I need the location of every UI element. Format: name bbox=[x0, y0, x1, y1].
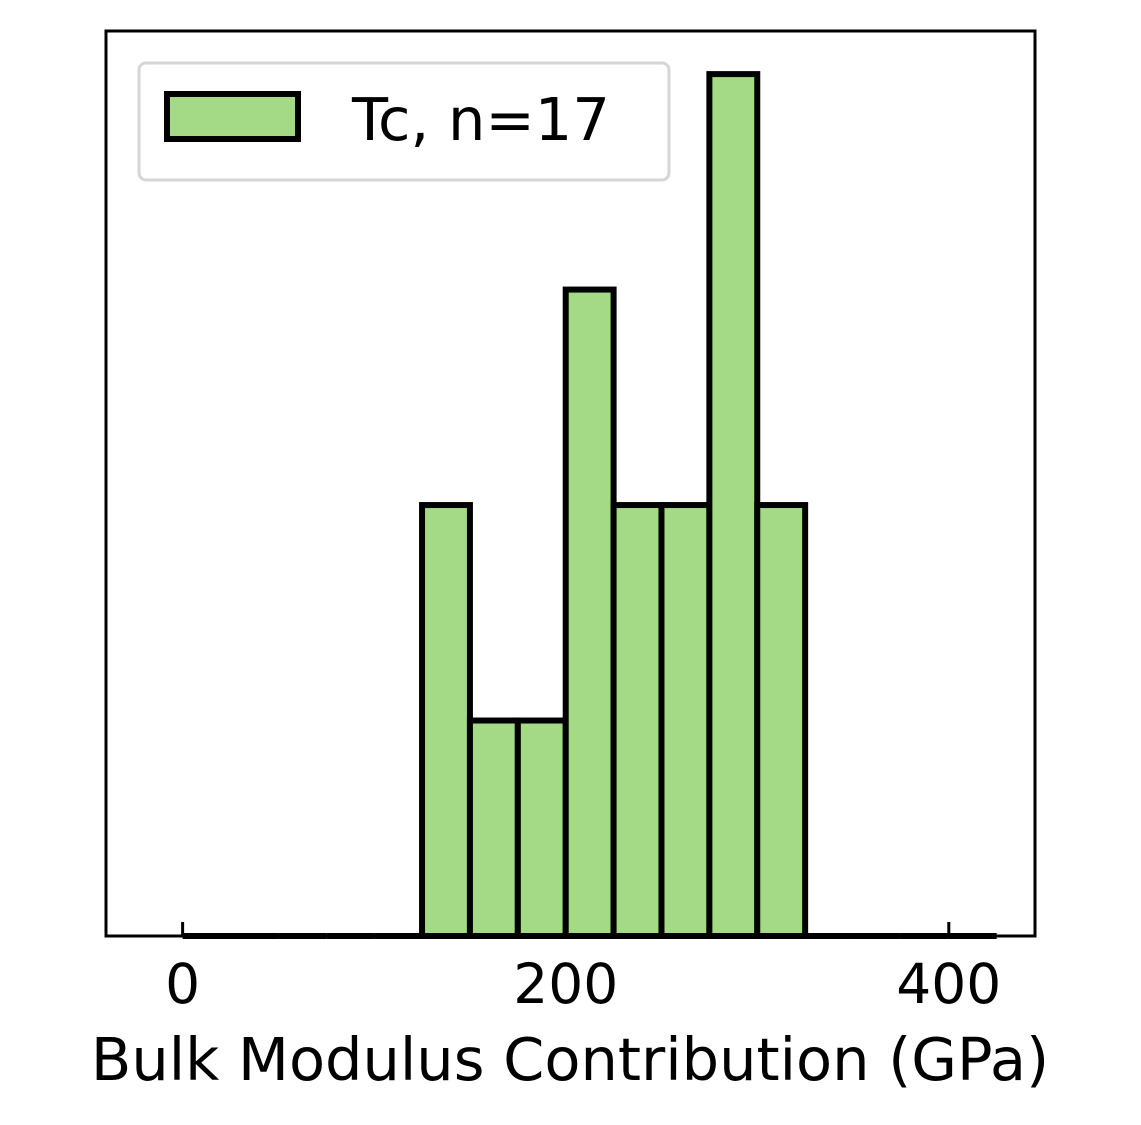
histogram-bar bbox=[610, 502, 665, 939]
histogram-bar bbox=[658, 502, 713, 939]
histogram-bar bbox=[466, 717, 521, 939]
legend: Tc, n=17 bbox=[137, 61, 671, 182]
plot-frame bbox=[104, 29, 1037, 938]
histogram-bar bbox=[706, 71, 761, 940]
x-tick-label: 200 bbox=[513, 952, 618, 1016]
histogram-bar bbox=[754, 502, 809, 939]
legend-label: Tc, n=17 bbox=[351, 85, 610, 154]
histogram-bar bbox=[562, 286, 617, 940]
legend-swatch bbox=[164, 91, 301, 142]
x-axis-ticks: 0 200 400 bbox=[165, 922, 1001, 1016]
histogram-bars bbox=[419, 71, 809, 940]
x-tick-label: 400 bbox=[896, 952, 1001, 1016]
histogram-bar bbox=[419, 502, 473, 939]
histogram-bar bbox=[514, 717, 569, 939]
x-tick-label: 0 bbox=[165, 952, 200, 1016]
x-axis-label: Bulk Modulus Contribution (GPa) bbox=[91, 1025, 1049, 1094]
